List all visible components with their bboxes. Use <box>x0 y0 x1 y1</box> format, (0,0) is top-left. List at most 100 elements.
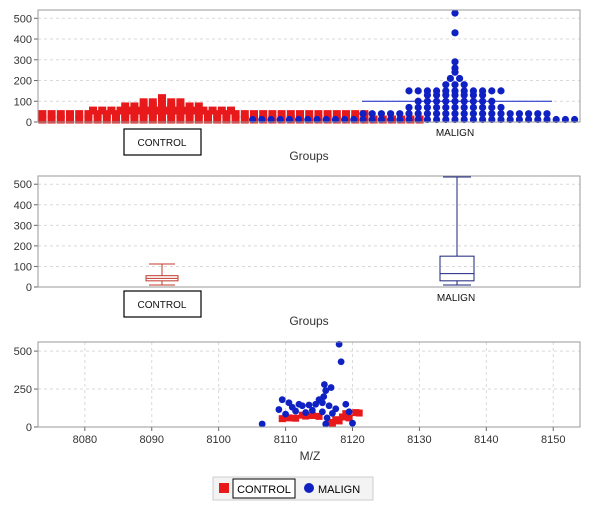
data-point <box>167 115 176 124</box>
data-point <box>296 110 304 119</box>
data-point <box>405 103 413 112</box>
data-point <box>268 110 277 119</box>
x-tick-label: 8080 <box>73 434 97 446</box>
gridlines <box>38 183 580 267</box>
mz-scatter-panel: 0 250 500 8080 8090 8100 8110 8120 8130 8140 8150… <box>14 340 581 463</box>
data-point <box>250 110 258 119</box>
data-point <box>451 115 459 124</box>
data-point <box>305 401 313 409</box>
plot-frame <box>37 175 581 288</box>
plot-area <box>38 176 580 287</box>
data-point <box>112 110 120 119</box>
gridlines <box>38 342 580 427</box>
data-point <box>176 115 185 124</box>
data-point <box>277 110 286 119</box>
data-point <box>276 115 284 124</box>
y-tick-label: 400 <box>14 34 32 46</box>
data-point <box>204 110 212 119</box>
data-point <box>561 115 570 124</box>
data-point <box>181 106 189 115</box>
data-point <box>433 87 441 95</box>
data-point <box>488 115 496 124</box>
data-point <box>158 110 166 119</box>
x-tick-label: 8150 <box>541 434 565 446</box>
y-tick-label: 500 <box>14 13 32 25</box>
data-point <box>258 115 266 124</box>
data-point <box>176 110 185 119</box>
data-point <box>89 106 97 115</box>
data-point <box>302 409 310 416</box>
data-point <box>135 106 143 115</box>
data-point <box>332 110 341 119</box>
data-point <box>488 87 496 95</box>
data-point <box>497 115 505 124</box>
data-point <box>295 115 303 124</box>
data-point <box>525 110 533 118</box>
data-point <box>176 98 185 107</box>
data-point <box>231 115 240 124</box>
data-point <box>345 414 353 422</box>
data-point <box>194 102 203 111</box>
data-point <box>318 408 326 416</box>
data-point <box>176 102 185 111</box>
data-point <box>148 110 157 119</box>
data-point <box>488 110 496 118</box>
x-axis-title: M/Z <box>300 449 321 463</box>
data-point <box>130 110 139 119</box>
data-point <box>38 110 47 119</box>
box-plot-panel: 0 100 200 300 400 500 CONTROL MALIGN Groups <box>14 175 581 328</box>
data-point <box>506 110 514 118</box>
data-point <box>332 405 340 413</box>
legend-marker-control <box>219 483 229 493</box>
data-marks <box>38 9 579 124</box>
data-point <box>93 115 102 124</box>
y-axis-ticks: 0 100 200 300 400 500 <box>14 13 38 129</box>
data-point <box>194 110 203 119</box>
data-point <box>320 381 328 388</box>
data-point <box>335 417 343 425</box>
data-point <box>222 110 231 119</box>
data-point <box>460 115 468 124</box>
data-point <box>368 110 376 118</box>
data-point <box>456 74 464 83</box>
data-point <box>84 110 93 119</box>
data-point <box>258 420 266 428</box>
data-point <box>359 110 367 118</box>
data-point <box>460 87 468 95</box>
data-point <box>267 115 275 124</box>
y-tick-label: 300 <box>14 55 32 67</box>
data-point <box>349 419 356 427</box>
data-point <box>240 115 249 124</box>
data-point <box>298 402 306 410</box>
data-point <box>322 420 330 428</box>
data-point <box>213 110 222 119</box>
data-point <box>442 81 450 89</box>
data-point <box>285 115 293 124</box>
data-point <box>315 412 323 420</box>
data-point <box>204 115 212 124</box>
y-tick-label: 300 <box>14 220 32 232</box>
data-point <box>130 115 139 124</box>
y-tick-label: 0 <box>26 422 32 434</box>
data-point <box>479 87 487 95</box>
data-point <box>199 106 208 115</box>
data-point <box>460 81 468 89</box>
plot-frame <box>37 341 581 428</box>
data-point <box>414 110 422 118</box>
data-point <box>451 81 459 89</box>
data-point <box>451 87 459 95</box>
data-point <box>282 410 289 418</box>
data-point <box>451 9 459 17</box>
data-point <box>342 110 350 119</box>
data-point <box>162 106 171 115</box>
data-point <box>286 110 295 119</box>
data-marks <box>145 176 475 286</box>
data-point <box>497 103 505 112</box>
data-point <box>102 115 111 124</box>
y-tick-label: 200 <box>14 241 32 253</box>
data-point <box>515 115 524 124</box>
data-point <box>144 106 153 115</box>
data-point <box>185 110 194 119</box>
data-point <box>405 110 413 118</box>
